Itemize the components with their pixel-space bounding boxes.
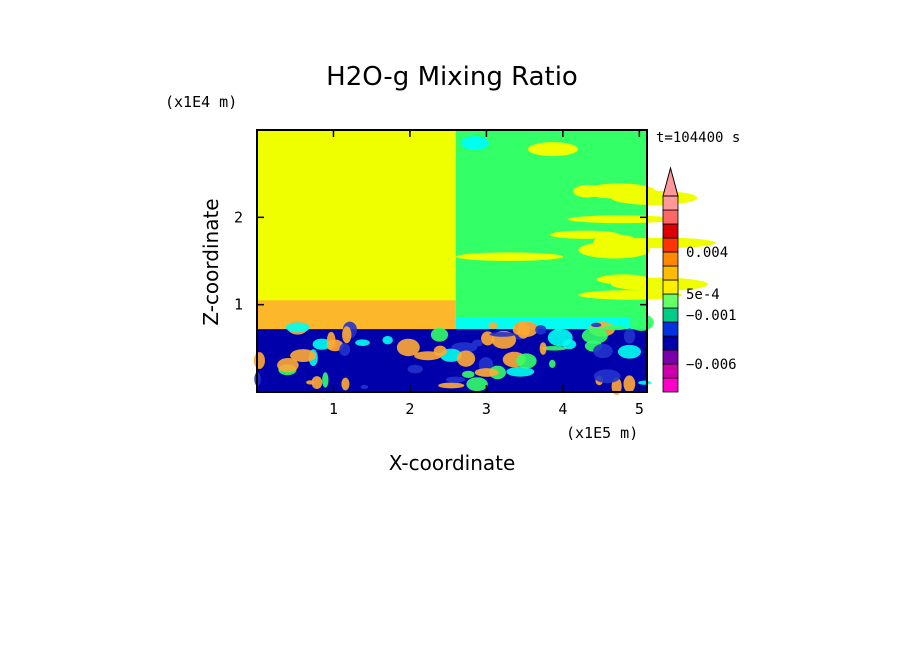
colorbar-swatch: [662, 349, 679, 365]
field-eddy: [535, 325, 547, 335]
x-ticks: 1 2 3 4 5: [329, 130, 644, 418]
field-eddy: [488, 322, 498, 330]
field-eddy: [623, 328, 636, 344]
colorbar-swatch: [662, 223, 679, 239]
field-eddy: [562, 339, 577, 350]
field-dry-band: [455, 252, 564, 261]
colorbar-label: 0.004: [686, 245, 728, 261]
colorbar-swatch: [662, 251, 679, 267]
heatmap-field: [253, 130, 716, 396]
field-orange-band: [257, 300, 456, 330]
field-cyan-patch: [460, 136, 489, 151]
field-eddy: [396, 338, 420, 357]
y-scale-label: (x1E4 m): [165, 93, 237, 111]
x-tick-label: 2: [405, 400, 414, 418]
x-scale-label: (x1E5 m): [566, 424, 638, 442]
colorbar-label: −0.001: [686, 308, 737, 324]
colorbar-swatch: [662, 265, 679, 281]
colorbar-swatch: [662, 335, 679, 351]
field-eddy: [623, 375, 636, 393]
colorbar-extension-triangle: [662, 166, 679, 197]
field-dry-band: [567, 215, 676, 224]
field-dry-band: [611, 190, 698, 206]
colorbar-swatch: [662, 321, 679, 337]
field-eddy: [341, 377, 350, 391]
field-eddy: [617, 344, 642, 359]
field-eddy: [472, 339, 483, 347]
colorbar-swatch: [662, 195, 679, 211]
field-eddy: [285, 322, 310, 333]
field-eddy: [360, 384, 369, 389]
x-tick-label: 5: [635, 400, 644, 418]
y-axis-label: Z-coordinate: [199, 198, 223, 325]
colorbar: 0.004 5e-4 −0.001 −0.006: [662, 166, 737, 393]
field-eddy: [355, 339, 370, 346]
field-eddy: [591, 322, 602, 328]
field-eddy: [253, 352, 265, 370]
colorbar-swatch: [662, 307, 679, 323]
field-eddy: [438, 382, 465, 389]
colorbar-swatch: [662, 237, 679, 253]
field-eddy: [593, 369, 621, 384]
colorbar-swatch: [662, 279, 679, 295]
field-eddy: [339, 343, 351, 356]
field-eddy: [506, 366, 535, 377]
x-tick-label: 4: [558, 400, 567, 418]
field-eddy: [451, 342, 478, 353]
field-eddy: [541, 346, 568, 351]
field-dry-band: [550, 230, 620, 239]
field-moist-region: [455, 130, 647, 318]
field-eddy: [462, 370, 475, 379]
field-eddy: [581, 327, 608, 344]
field-dry-band: [527, 142, 578, 157]
y-tick-label: 1: [234, 296, 243, 314]
field-eddy: [306, 380, 314, 385]
field-eddy: [474, 368, 499, 377]
field-dry-band: [578, 290, 683, 300]
field-eddy: [516, 353, 537, 369]
field-eddy: [466, 377, 488, 392]
colorbar-swatch: [662, 209, 679, 225]
field-dry-band: [596, 274, 651, 285]
field-eddy: [593, 343, 613, 359]
field-dry-band: [573, 184, 602, 198]
field-eddy: [489, 332, 516, 337]
chart-title: H2O-g Mixing Ratio: [326, 62, 578, 92]
field-dry-band: [608, 238, 637, 250]
field-eddy: [539, 342, 547, 355]
x-tick-label: 1: [329, 400, 338, 418]
field-eddy: [600, 325, 628, 331]
colorbar-swatch: [662, 363, 679, 379]
field-eddy: [382, 335, 393, 345]
field-eddy: [322, 372, 329, 388]
field-eddy: [456, 350, 476, 367]
field-eddy: [277, 358, 299, 373]
field-eddy: [312, 338, 331, 350]
field-eddy: [342, 326, 352, 344]
field-eddy: [638, 380, 652, 385]
field-eddy: [407, 364, 423, 374]
field-eddy: [430, 327, 449, 342]
field-eddy: [326, 331, 336, 350]
field-eddy: [549, 359, 556, 368]
plot-frame: [256, 129, 648, 393]
field-eddy: [433, 345, 447, 357]
time-label: t=104400 s: [656, 130, 740, 146]
field-eddy: [311, 376, 323, 389]
x-axis-label: X-coordinate: [389, 451, 516, 475]
colorbar-label: 5e-4: [686, 287, 720, 303]
field-eddy: [516, 321, 530, 339]
y-tick-label: 2: [234, 208, 243, 226]
x-tick-label: 3: [482, 400, 491, 418]
field-eddy: [290, 349, 317, 363]
y-ticks: 12: [234, 208, 647, 314]
field-eddy: [445, 376, 466, 383]
colorbar-label: −0.006: [686, 357, 737, 373]
colorbar-swatch: [662, 377, 679, 393]
field-eddy: [628, 314, 654, 331]
field-eddy: [552, 320, 563, 331]
colorbar-swatch: [662, 293, 679, 309]
